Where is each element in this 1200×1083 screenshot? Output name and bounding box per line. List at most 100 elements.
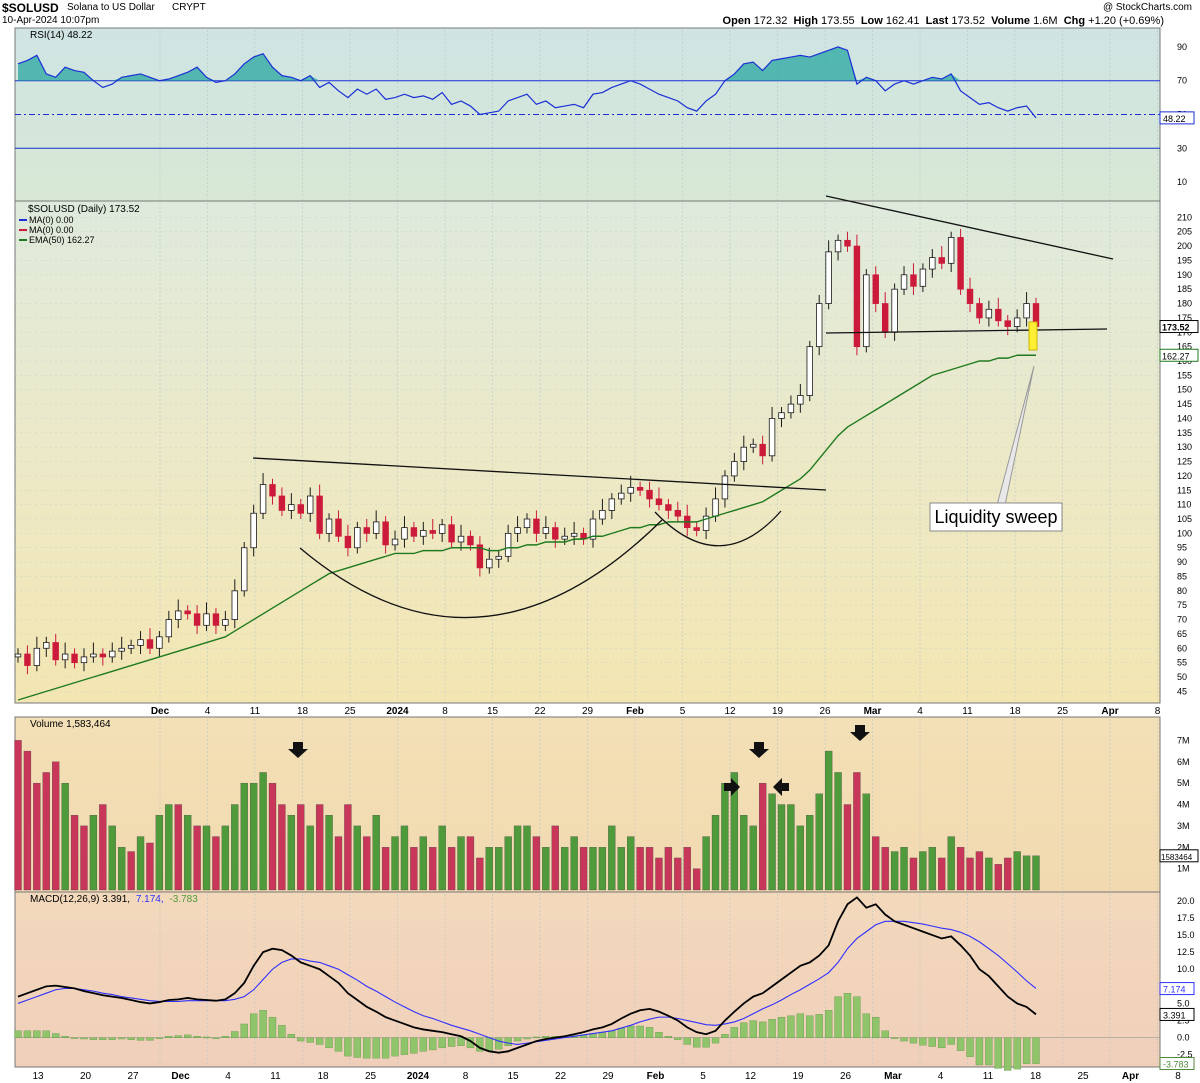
volume-bar bbox=[297, 804, 305, 891]
last-label: Last bbox=[925, 15, 949, 27]
volume-bar bbox=[372, 815, 380, 891]
candle-body bbox=[627, 487, 634, 494]
volume-bar bbox=[447, 847, 456, 891]
volume-bar bbox=[787, 804, 795, 891]
candle-body bbox=[872, 274, 879, 304]
macd-hist-value: -3.783 bbox=[169, 894, 198, 905]
rsi-tick-label: 30 bbox=[1177, 143, 1187, 153]
candle-body bbox=[552, 527, 559, 540]
macd-histogram-bar bbox=[61, 1036, 69, 1038]
macd-tick-label: 10.0 bbox=[1177, 964, 1195, 974]
candle-body bbox=[523, 518, 531, 529]
candle-body bbox=[156, 636, 163, 649]
macd-histogram-bar bbox=[608, 1030, 616, 1038]
quote-bar: Open 172.32 High 173.55 Low 162.41 Last … bbox=[723, 15, 1164, 27]
macd-histogram-bar bbox=[1013, 1037, 1021, 1070]
candle-body bbox=[995, 308, 1002, 322]
candle-body bbox=[759, 443, 766, 457]
macd-histogram-bar bbox=[52, 1033, 60, 1038]
macd-line bbox=[17, 896, 1037, 1054]
macd-histogram-bar bbox=[165, 1036, 173, 1038]
candle-body bbox=[570, 532, 578, 537]
volume-bar bbox=[598, 847, 607, 891]
macd-histogram-bar bbox=[353, 1037, 361, 1058]
macd-histogram-bar bbox=[344, 1037, 352, 1057]
volume-bar bbox=[806, 815, 814, 891]
x-tick-label: 26 bbox=[819, 706, 831, 717]
cup-arc-small bbox=[654, 510, 782, 547]
candle-body bbox=[193, 613, 201, 626]
x-tick-label: 25 bbox=[1057, 706, 1069, 717]
macd-histogram-bar bbox=[900, 1037, 908, 1042]
y-tick-label: 85 bbox=[1177, 571, 1187, 581]
candle-body bbox=[966, 288, 974, 304]
volume-bar bbox=[947, 836, 955, 891]
x-tick-label-bottom: 22 bbox=[555, 1071, 567, 1082]
macd-histogram-bar bbox=[287, 1034, 296, 1038]
candle-body bbox=[844, 239, 851, 247]
y-tick-label: 135 bbox=[1177, 428, 1192, 438]
volume-bar bbox=[278, 804, 286, 891]
volume-bar bbox=[730, 772, 739, 891]
candle-body bbox=[259, 484, 267, 514]
macd-histogram-bar bbox=[862, 1013, 870, 1038]
candle-body bbox=[693, 527, 700, 531]
candle-body bbox=[1013, 317, 1021, 327]
candle-body bbox=[938, 257, 945, 264]
drawn-trendlines bbox=[252, 195, 1114, 619]
x-tick-label-bottom: 18 bbox=[317, 1071, 329, 1082]
macd-histogram-bar bbox=[947, 1037, 955, 1045]
candle-body bbox=[495, 555, 502, 560]
volume-bar bbox=[853, 772, 861, 891]
candle-body bbox=[618, 492, 625, 500]
exchange: CRYPT bbox=[172, 2, 206, 13]
macd-histogram-bar bbox=[89, 1037, 98, 1040]
y-tick-label: 210 bbox=[1177, 212, 1192, 222]
volume-label-hdr: Volume bbox=[991, 15, 1031, 27]
x-tick-label: 22 bbox=[534, 706, 546, 717]
candle-body bbox=[778, 412, 785, 419]
volume-bar bbox=[956, 847, 965, 891]
macd-histogram-bar bbox=[42, 1030, 50, 1038]
macd-histogram-bar bbox=[843, 993, 852, 1038]
macd-histogram-bar bbox=[249, 1013, 258, 1038]
symbol: $SOLUSD bbox=[2, 1, 59, 15]
volume-bar bbox=[542, 847, 550, 891]
x-tick-label-bottom: 19 bbox=[792, 1071, 804, 1082]
x-tick-label: 25 bbox=[344, 706, 356, 717]
candle-body bbox=[891, 288, 898, 333]
rsi-tick-label: 70 bbox=[1177, 76, 1187, 86]
candle-body bbox=[457, 535, 465, 543]
volume-bar bbox=[344, 804, 352, 891]
candle-body bbox=[33, 647, 41, 666]
volume-bar bbox=[815, 793, 823, 891]
ma1-label: MA(0) 0.00 bbox=[29, 215, 74, 225]
macd-histogram-bar bbox=[730, 1027, 739, 1038]
volume-bar bbox=[193, 825, 201, 891]
x-tick-label: 29 bbox=[582, 706, 594, 717]
candle-body bbox=[608, 498, 616, 511]
price-series bbox=[14, 228, 1040, 701]
macd-histogram-bar bbox=[872, 1016, 880, 1038]
macd-histogram-bar bbox=[447, 1037, 456, 1047]
price-label: $SOLUSD (Daily) 173.52 bbox=[28, 204, 140, 215]
x-tick-label-bottom: 25 bbox=[365, 1071, 377, 1082]
macd-histogram-bar bbox=[938, 1037, 946, 1049]
low-value: 162.41 bbox=[885, 15, 920, 27]
macd-histogram-bar bbox=[485, 1037, 493, 1052]
volume-bar bbox=[400, 825, 409, 891]
volume-bar bbox=[315, 804, 324, 891]
ema-label: EMA(50) 162.27 bbox=[29, 235, 95, 245]
volume-bar bbox=[919, 851, 927, 891]
high-label: High bbox=[793, 15, 818, 27]
macd-histogram-bar bbox=[598, 1032, 607, 1038]
volume-bar bbox=[664, 847, 673, 891]
candle-body bbox=[71, 653, 78, 664]
x-tick-label-bottom: 11 bbox=[983, 1071, 994, 1082]
macd-histogram-bar bbox=[231, 1031, 239, 1038]
macd-histogram-bar bbox=[655, 1032, 663, 1038]
y-tick-label: 185 bbox=[1177, 284, 1192, 294]
macd-value-text: -3.783 bbox=[1163, 1060, 1189, 1070]
y-tick-label: 55 bbox=[1177, 658, 1187, 668]
x-tick-label: 12 bbox=[724, 706, 736, 717]
